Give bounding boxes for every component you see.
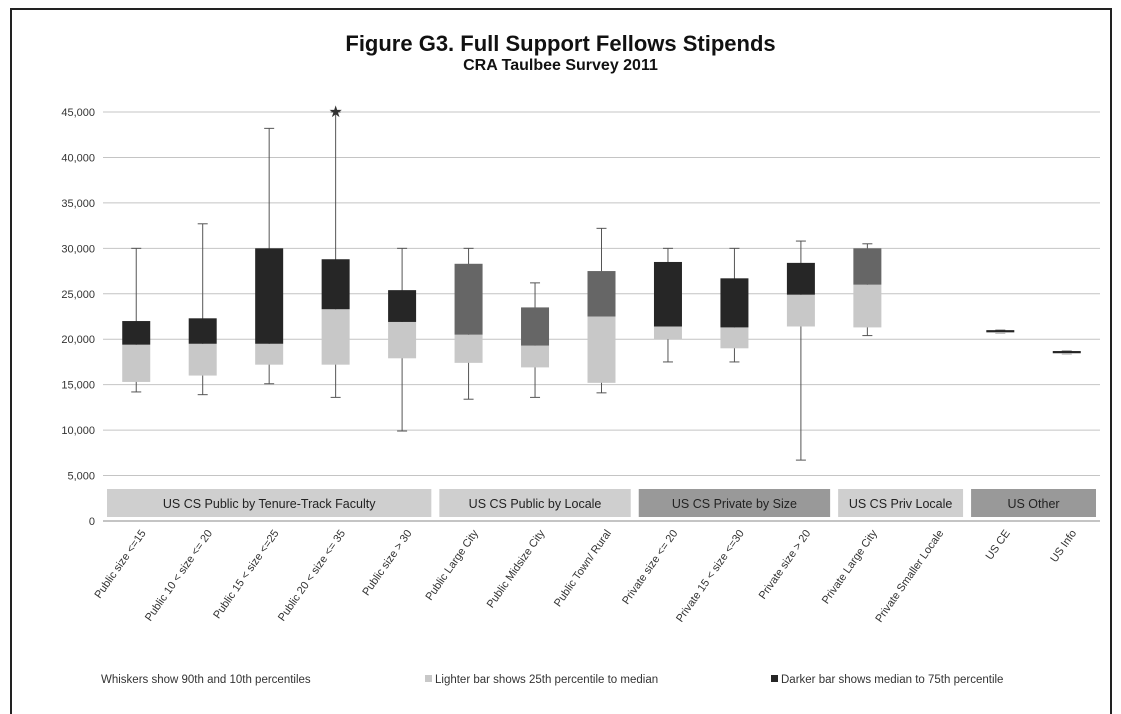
- lower-box: [454, 334, 483, 363]
- lower-box: [122, 344, 151, 382]
- upper-box: [653, 261, 682, 327]
- chart-frame: [10, 8, 1112, 714]
- x-tick-label: Public 10 < size <= 20: [143, 528, 215, 624]
- y-tick-label: 15,000: [61, 380, 95, 392]
- legend-swatch: [771, 675, 778, 682]
- star-marker: ★: [328, 102, 342, 121]
- upper-box: [720, 278, 749, 328]
- lower-box: [255, 343, 284, 365]
- legend-text: Darker bar shows median to 75th percenti…: [781, 674, 1003, 686]
- y-tick-label: 30,000: [61, 243, 95, 255]
- x-tick-label: Private Large City: [820, 527, 880, 606]
- lower-box: [521, 345, 550, 368]
- upper-box: [521, 307, 550, 346]
- y-tick-label: 40,000: [61, 152, 95, 164]
- group-label-bar: [971, 489, 1096, 517]
- lower-box: [188, 343, 217, 376]
- x-tick-label: US Info: [1048, 528, 1079, 565]
- chart-title: Figure G3. Full Support Fellows Stipends: [345, 31, 776, 56]
- x-tick-label: Public size <=15: [93, 528, 149, 601]
- upper-box: [986, 330, 1015, 333]
- x-tick-label: Public size > 30: [360, 528, 414, 598]
- y-tick-label: 0: [89, 516, 95, 528]
- upper-box: [255, 248, 284, 344]
- group-label: US CS Public by Tenure-Track Faculty: [163, 497, 376, 511]
- chart-subtitle: CRA Taulbee Survey 2011: [463, 57, 658, 74]
- x-tick-label: Private Smaller Locale: [873, 528, 946, 625]
- group-label: US CS Private by Size: [672, 497, 797, 511]
- y-tick-label: 5,000: [67, 471, 95, 483]
- y-tick-label: 35,000: [61, 198, 95, 210]
- y-tick-label: 45,000: [61, 107, 95, 119]
- group-label: US CS Public by Locale: [469, 497, 602, 511]
- group-label-bar: [838, 489, 964, 517]
- upper-box: [853, 248, 882, 285]
- legend-text: Lighter bar shows 25th percentile to med…: [435, 674, 658, 686]
- upper-box: [321, 259, 350, 310]
- y-tick-label: 10,000: [61, 425, 95, 437]
- lower-box: [720, 327, 749, 349]
- x-tick-label: Private size > 20: [757, 528, 814, 602]
- lower-box: [653, 326, 682, 340]
- legend-swatch: [425, 675, 432, 682]
- upper-box: [388, 290, 417, 322]
- lower-box: [853, 284, 882, 328]
- x-tick-label: US CE: [984, 528, 1013, 562]
- x-tick-label: Public Town/ Rural: [552, 528, 614, 609]
- y-tick-label: 20,000: [61, 334, 95, 346]
- upper-box: [122, 321, 151, 345]
- x-tick-label: Public 15 < size <=25: [211, 528, 281, 621]
- upper-box: [188, 318, 217, 344]
- x-tick-label: Public Large City: [423, 527, 481, 602]
- group-label: US CS Priv Locale: [849, 497, 953, 511]
- box-series: ★: [122, 102, 1081, 461]
- upper-box: [786, 262, 815, 295]
- lower-box: [1052, 352, 1081, 354]
- upper-box: [587, 271, 616, 317]
- upper-box: [454, 263, 483, 335]
- lower-box: [388, 321, 417, 359]
- group-label-bar: [638, 489, 831, 517]
- group-label: US Other: [1007, 497, 1059, 511]
- x-tick-label: Private 15 < size <=30: [674, 528, 747, 625]
- lower-box: [986, 331, 1015, 333]
- lower-box: [786, 294, 815, 327]
- group-label-bar: [439, 489, 631, 517]
- group-label-bar: [107, 489, 432, 517]
- x-tick-label: Public Midsize City: [485, 527, 548, 610]
- upper-box: [1052, 351, 1081, 354]
- legend-text: Whiskers show 90th and 10th percentiles: [101, 674, 311, 686]
- x-tick-label: Public 20 < size <= 35: [276, 528, 348, 624]
- lower-box: [321, 309, 350, 365]
- x-tick-label: Private size <= 20: [620, 528, 680, 607]
- y-tick-label: 25,000: [61, 289, 95, 301]
- lower-box: [587, 316, 616, 383]
